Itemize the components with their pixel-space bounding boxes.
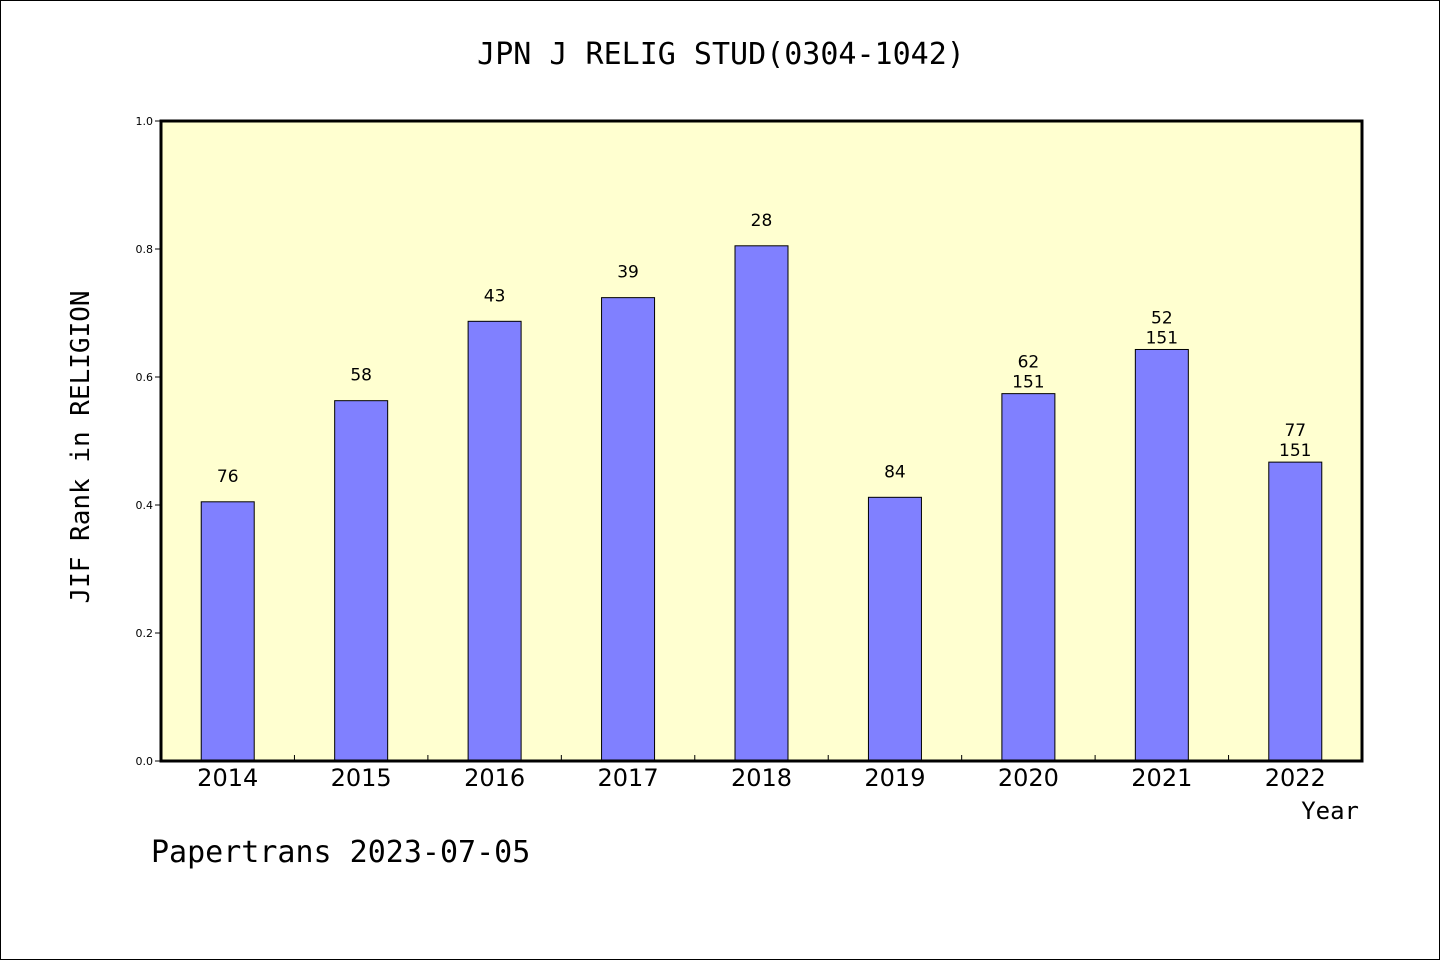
data-label-total: 151 (1146, 328, 1178, 348)
x-tick-label: 2021 (1131, 764, 1192, 792)
data-label-rank: 76 (217, 467, 239, 487)
data-label-total: 151 (1012, 373, 1044, 393)
y-tick-label: 0.6 (136, 371, 154, 384)
data-label-rank: 52 (1151, 308, 1173, 328)
data-label-total: 151 (1279, 441, 1311, 461)
bar (1001, 393, 1056, 762)
y-tick-label: 0.0 (136, 755, 154, 768)
chart-title: JPN J RELIG STUD(0304-1042) (477, 37, 965, 72)
y-tick-label: 1.0 (136, 115, 154, 128)
plot-border (159, 119, 1364, 763)
x-tick-label: 2015 (331, 764, 392, 792)
data-label-rank: 58 (350, 366, 372, 386)
x-tick-label: 2017 (598, 764, 659, 792)
x-tick-label: 2020 (998, 764, 1059, 792)
bar (200, 501, 255, 762)
x-tick-label: 2019 (864, 764, 925, 792)
y-tick-label: 0.4 (136, 499, 154, 512)
y-tick-label: 0.2 (136, 627, 154, 640)
x-tick-label: 2016 (464, 764, 525, 792)
data-label-rank: 62 (1018, 353, 1040, 373)
bar (1134, 348, 1189, 762)
bar (734, 245, 789, 762)
footer-credit: Papertrans 2023-07-05 (151, 835, 531, 870)
bar (601, 297, 656, 762)
data-label-rank: 43 (484, 286, 506, 306)
x-tick-label: 2018 (731, 764, 792, 792)
bar (867, 496, 922, 762)
data-label-rank: 28 (751, 211, 773, 231)
y-tick-label: 0.8 (136, 243, 154, 256)
data-label-rank: 84 (884, 462, 906, 482)
bar (334, 400, 389, 762)
bar (1268, 461, 1323, 762)
x-tick-label: 2022 (1265, 764, 1326, 792)
x-axis-label: Year (1301, 797, 1359, 825)
x-tick-label: 2014 (197, 764, 258, 792)
data-label-rank: 39 (617, 263, 639, 283)
data-label-rank: 77 (1284, 421, 1306, 441)
bar (467, 320, 522, 762)
